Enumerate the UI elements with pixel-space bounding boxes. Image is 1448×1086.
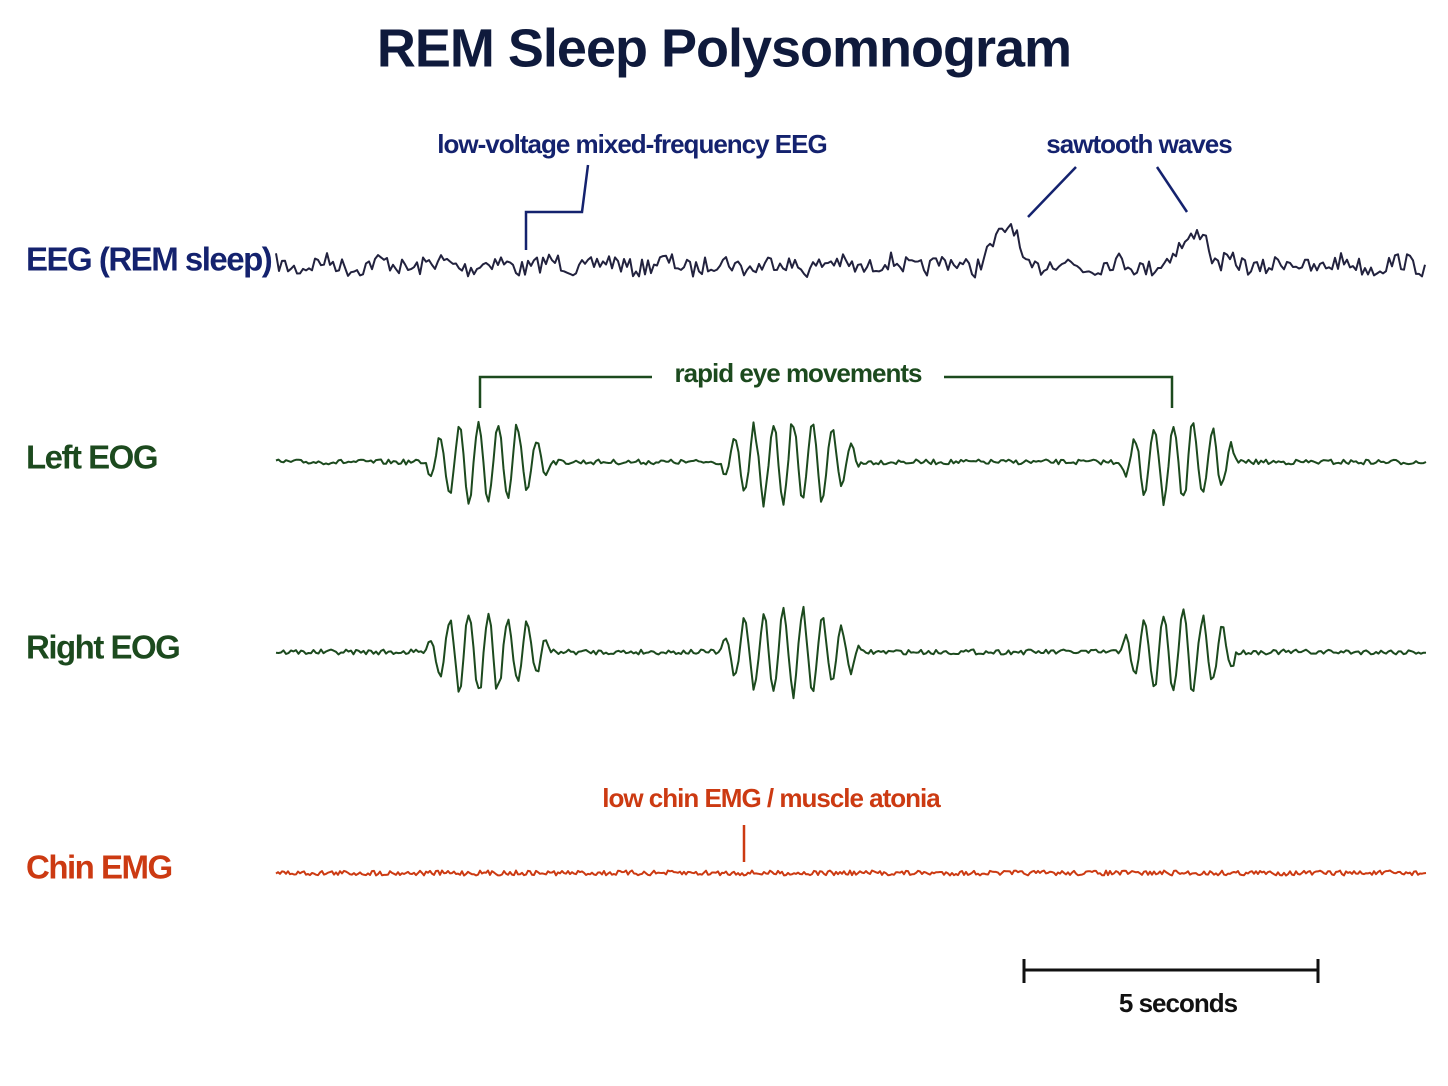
scale-label: 5 seconds <box>1119 988 1238 1018</box>
channel-label: Left EOG <box>26 439 157 476</box>
waveform <box>275 869 1427 877</box>
pointer <box>1027 166 1077 218</box>
annotation: sawtooth waves <box>1046 129 1232 159</box>
annotation: rapid eye movements <box>675 358 922 388</box>
annotation: low-voltage mixed-frequency EEG <box>437 129 826 159</box>
pointer <box>1155 166 1189 213</box>
waveform <box>275 605 1427 700</box>
pointer <box>524 164 590 250</box>
waveform <box>275 420 1427 508</box>
title: REM Sleep Polysomnogram <box>377 18 1071 78</box>
channel-label: Chin EMG <box>26 849 172 886</box>
annotation: low chin EMG / muscle atonia <box>602 783 941 813</box>
channel-label: Right EOG <box>26 629 179 666</box>
channel-label: EEG (REM sleep) <box>26 241 272 278</box>
bracket <box>478 375 652 408</box>
bracket <box>944 375 1174 408</box>
waveform <box>275 223 1426 279</box>
traces <box>275 223 1427 877</box>
